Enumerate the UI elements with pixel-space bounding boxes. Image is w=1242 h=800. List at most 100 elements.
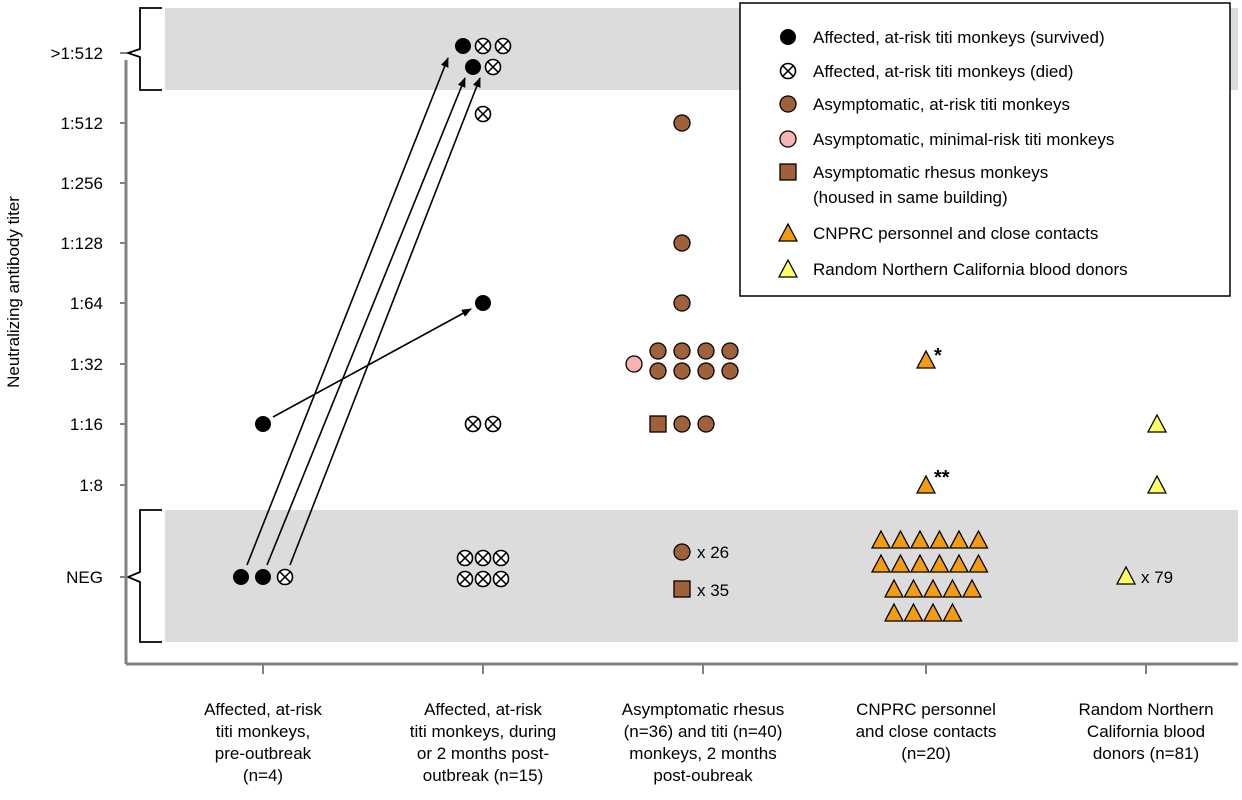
y-tick-label: NEG — [66, 568, 103, 587]
legend-label: Random Northern California blood donors — [813, 260, 1128, 279]
data-point — [903, 602, 924, 622]
data-point — [948, 529, 970, 549]
y-axis-label: Neutralizing antibody titer — [4, 196, 23, 388]
data-point — [915, 349, 937, 369]
y-tick-label: 1:128 — [60, 234, 103, 253]
data-point — [697, 342, 715, 360]
y-tick-label: 1:256 — [60, 174, 103, 193]
legend-entry: CNPRC personnel and close contacts — [777, 222, 1098, 243]
data-point — [909, 529, 931, 549]
x-category-label: CNPRC personnel and close contacts (n=20) — [856, 700, 997, 763]
data-point — [492, 570, 510, 588]
y-tick-label: 1:64 — [70, 294, 103, 313]
legend-entry: Asymptomatic rhesus monkeys (housed in sa… — [779, 163, 1048, 207]
legend-label: Asymptomatic, minimal-risk titi monkeys — [813, 130, 1114, 149]
data-point — [968, 529, 989, 549]
data-point — [929, 529, 950, 549]
data-point — [464, 415, 482, 433]
data-point — [484, 58, 502, 76]
data-point — [673, 543, 691, 561]
data-point — [494, 37, 512, 55]
data-point — [903, 578, 924, 598]
data-point — [948, 553, 970, 573]
data-point — [255, 416, 271, 432]
data-point — [456, 570, 474, 588]
data-point — [474, 37, 492, 55]
trend-arrow — [266, 77, 466, 566]
data-point — [673, 342, 691, 360]
count-multiplier-label: x 79 — [1141, 568, 1173, 587]
data-point — [649, 342, 667, 360]
data-point — [474, 105, 492, 123]
legend-marker — [777, 258, 799, 278]
data-point — [625, 355, 643, 373]
legend-marker — [779, 95, 797, 113]
data-point — [673, 415, 691, 433]
legend-label: Asymptomatic rhesus monkeys (housed in sa… — [813, 163, 1048, 207]
legend-label: Affected, at-risk titi monkeys (died) — [813, 62, 1073, 81]
legend-entry: Affected, at-risk titi monkeys (died) — [779, 62, 1073, 81]
data-point — [1146, 474, 1168, 494]
count-multiplier-label: x 26 — [697, 543, 729, 562]
data-point — [697, 415, 715, 433]
data-point — [922, 602, 944, 622]
data-point — [456, 549, 474, 567]
data-point — [649, 362, 667, 380]
brace-neg — [125, 509, 162, 643]
data-point — [697, 362, 715, 380]
data-point — [673, 114, 691, 132]
data-point — [870, 529, 892, 549]
data-point — [492, 549, 510, 567]
data-point — [883, 578, 905, 598]
trend-arrow — [289, 77, 481, 566]
data-point — [673, 580, 691, 598]
legend-entry: Asymptomatic, at-risk titi monkeys — [779, 95, 1070, 114]
data-point — [922, 578, 944, 598]
count-multiplier-label: x 35 — [697, 581, 729, 600]
data-point — [883, 602, 905, 622]
data-point — [474, 570, 492, 588]
legend-marker — [779, 130, 797, 148]
legend-label: Asymptomatic, at-risk titi monkeys — [813, 95, 1070, 114]
data-point — [673, 294, 691, 312]
legend-marker — [779, 163, 797, 181]
data-point — [673, 234, 691, 252]
x-category-label: Affected, at-risk titi monkeys, during or … — [410, 700, 556, 785]
data-point — [673, 362, 691, 380]
legend-entry: Random Northern California blood donors — [777, 258, 1128, 279]
brace-above-512 — [125, 7, 162, 91]
legend-entry: Affected, at-risk titi monkeys (survived… — [780, 28, 1105, 47]
legend-marker — [780, 29, 796, 45]
data-point — [890, 553, 911, 573]
data-point — [484, 415, 502, 433]
data-point — [475, 295, 491, 311]
data-point — [968, 553, 989, 573]
y-tick-label: >1:512 — [51, 44, 103, 63]
data-point — [721, 342, 739, 360]
data-point — [455, 38, 471, 54]
data-point — [890, 529, 911, 549]
data-point — [474, 549, 492, 567]
legend-entry: Asymptomatic, minimal-risk titi monkeys — [779, 130, 1114, 149]
data-point — [942, 602, 963, 622]
data-point — [929, 553, 950, 573]
data-point — [961, 578, 983, 598]
data-point — [1146, 413, 1168, 433]
x-category-label: Affected, at-risk titi monkeys, pre-outbre… — [204, 700, 322, 785]
data-point — [465, 59, 481, 75]
legend-box — [739, 2, 1231, 297]
x-category-label: Asymptomatic rhesus (n=36) and titi (n=40… — [622, 700, 785, 785]
significance-annotation: ** — [934, 467, 950, 489]
y-tick-label: 1:16 — [70, 415, 103, 434]
legend-marker — [777, 222, 799, 242]
data-point — [870, 553, 892, 573]
data-point — [721, 362, 739, 380]
data-point — [915, 474, 937, 494]
y-tick-label: 1:512 — [60, 114, 103, 133]
x-category-label: Random Northern California blood donors (n… — [1078, 700, 1213, 763]
data-point — [255, 569, 271, 585]
y-tick-label: 1:32 — [70, 355, 103, 374]
trend-arrow — [272, 308, 472, 418]
band-neg — [165, 510, 1238, 642]
